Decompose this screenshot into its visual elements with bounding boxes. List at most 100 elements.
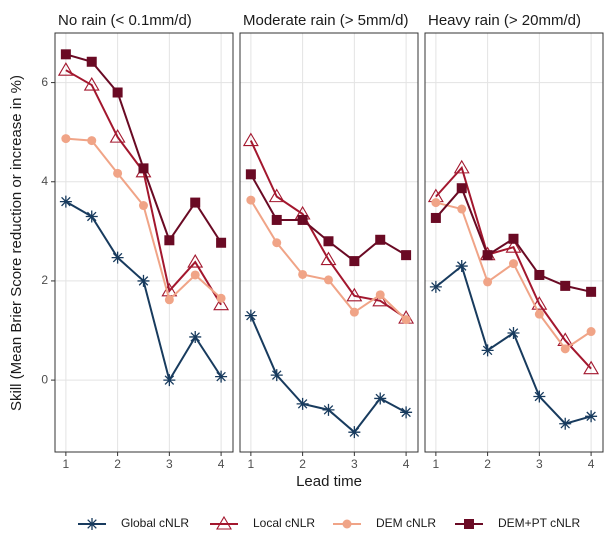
facet-title: Heavy rain (> 20mm/d) xyxy=(428,12,581,29)
y-tick-label: 2 xyxy=(41,273,48,287)
panel-border xyxy=(54,32,234,453)
marker xyxy=(508,259,518,269)
marker xyxy=(560,344,570,354)
marker xyxy=(401,250,412,261)
marker-shape xyxy=(216,237,227,248)
x-tick-label: 1 xyxy=(433,457,440,471)
marker xyxy=(187,253,204,268)
marker-shape xyxy=(431,198,441,208)
marker-shape xyxy=(113,168,123,178)
marker xyxy=(322,403,335,416)
marker xyxy=(482,250,493,261)
marker-shape xyxy=(83,76,100,91)
marker-shape xyxy=(61,134,71,144)
marker xyxy=(455,260,468,273)
marker xyxy=(245,169,256,180)
marker xyxy=(216,237,227,248)
marker xyxy=(431,198,441,208)
marker-shape xyxy=(482,250,493,261)
marker xyxy=(430,212,441,223)
marker-shape xyxy=(216,515,232,530)
marker-shape xyxy=(164,295,174,305)
marker xyxy=(216,515,232,530)
y-tick-label: 0 xyxy=(41,372,48,386)
marker xyxy=(533,390,546,403)
marker-shape xyxy=(271,214,282,225)
marker-shape xyxy=(296,397,309,410)
marker-shape xyxy=(464,519,474,529)
marker-shape xyxy=(86,518,98,530)
marker xyxy=(213,296,230,311)
marker xyxy=(86,56,97,67)
marker-shape xyxy=(244,309,257,322)
x-tick-label: 3 xyxy=(536,457,543,471)
marker xyxy=(374,392,387,405)
y-tick-label: 4 xyxy=(41,174,48,188)
marker-shape xyxy=(189,330,202,343)
legend-label: DEM+PT cNLR xyxy=(498,516,580,530)
marker-shape xyxy=(349,256,360,267)
marker xyxy=(272,238,282,248)
marker-shape xyxy=(322,403,335,416)
marker-shape xyxy=(375,234,386,245)
marker xyxy=(534,269,545,280)
marker xyxy=(401,315,411,325)
marker-shape xyxy=(429,280,442,293)
marker xyxy=(586,327,596,337)
marker-shape xyxy=(111,251,124,264)
marker xyxy=(323,236,334,247)
marker-shape xyxy=(320,251,337,266)
marker xyxy=(163,374,176,387)
marker-shape xyxy=(138,163,149,174)
marker-shape xyxy=(349,307,359,317)
marker-shape xyxy=(508,259,518,269)
marker xyxy=(483,277,493,287)
marker xyxy=(560,280,571,291)
marker xyxy=(298,269,308,279)
marker-shape xyxy=(272,238,282,248)
marker-shape xyxy=(483,277,493,287)
marker-shape xyxy=(190,197,201,208)
x-axis-title: Lead time xyxy=(296,473,362,490)
marker xyxy=(481,344,494,357)
marker-shape xyxy=(298,269,308,279)
x-tick-label: 2 xyxy=(299,457,306,471)
marker xyxy=(189,330,202,343)
marker xyxy=(61,134,71,144)
legend-label: Global cNLR xyxy=(121,516,189,530)
marker-shape xyxy=(457,204,467,214)
facet-title: No rain (< 0.1mm/d) xyxy=(58,12,192,29)
marker xyxy=(242,132,259,147)
marker xyxy=(190,270,200,280)
marker-shape xyxy=(268,188,285,203)
marker-shape xyxy=(375,290,385,300)
marker xyxy=(297,214,308,225)
legend-label: Local cNLR xyxy=(253,516,315,530)
marker xyxy=(268,188,285,203)
marker xyxy=(323,275,333,285)
marker-shape xyxy=(164,235,175,246)
marker xyxy=(57,62,74,76)
panel-border xyxy=(239,32,419,453)
marker-shape xyxy=(430,212,441,223)
marker-shape xyxy=(342,519,352,529)
marker xyxy=(559,417,572,430)
marker-shape xyxy=(455,260,468,273)
marker xyxy=(349,307,359,317)
marker-shape xyxy=(585,410,598,423)
marker xyxy=(164,295,174,305)
marker-shape xyxy=(137,274,150,287)
marker xyxy=(296,397,309,410)
marker xyxy=(86,518,98,530)
marker xyxy=(507,326,520,339)
marker xyxy=(586,286,597,297)
marker xyxy=(531,296,548,310)
marker-shape xyxy=(507,326,520,339)
marker xyxy=(87,136,97,146)
series-line xyxy=(249,140,407,319)
marker-shape xyxy=(216,293,226,303)
x-tick-label: 4 xyxy=(403,457,410,471)
marker-shape xyxy=(246,195,256,205)
marker-shape xyxy=(400,406,413,419)
